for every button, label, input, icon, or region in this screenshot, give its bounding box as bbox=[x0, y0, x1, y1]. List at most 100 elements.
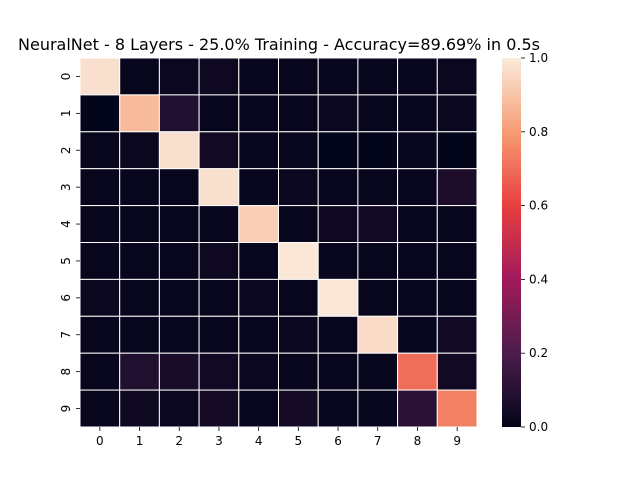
heatmap-cell-2-4 bbox=[238, 131, 280, 170]
heatmap-cell-2-1 bbox=[119, 131, 160, 170]
heatmap-cell-2-8 bbox=[397, 131, 438, 170]
heatmap-cell-3-4 bbox=[238, 168, 280, 207]
heatmap-cell-8-5 bbox=[278, 352, 319, 391]
heatmap-cell-2-5 bbox=[278, 131, 319, 170]
heatmap-cell-7-1 bbox=[119, 315, 160, 354]
heatmap-cell-8-8 bbox=[397, 352, 438, 391]
heatmap-cell-4-3 bbox=[198, 205, 240, 244]
heatmap-cell-7-4 bbox=[238, 315, 280, 354]
heatmap-cell-5-9 bbox=[436, 242, 478, 280]
heatmap-cell-6-2 bbox=[158, 278, 200, 317]
x-tick-label: 5 bbox=[295, 434, 303, 448]
x-axis: 0 1 2 3 4 5 6 7 8 9 bbox=[96, 427, 461, 448]
x-tick-label: 6 bbox=[334, 434, 342, 448]
heatmap-cell-4-2 bbox=[158, 205, 200, 244]
colorbar: 0.0 0.2 0.4 0.6 0.8 1.0 bbox=[502, 51, 548, 434]
y-tick-label: 5 bbox=[59, 257, 73, 265]
heatmap-cell-6-9 bbox=[436, 278, 478, 317]
heatmap-cell-7-3 bbox=[198, 315, 240, 354]
heatmap-cell-1-8 bbox=[397, 94, 438, 133]
x-tick-label: 9 bbox=[453, 434, 461, 448]
heatmap-cell-9-4 bbox=[238, 389, 280, 428]
heatmap-cell-6-8 bbox=[397, 278, 438, 317]
heatmap-cell-2-3 bbox=[198, 131, 240, 170]
heatmap-cell-3-6 bbox=[317, 168, 359, 207]
heatmap-cell-0-2 bbox=[158, 57, 200, 96]
heatmap-cell-0-6 bbox=[317, 57, 359, 96]
heatmap-cell-0-5 bbox=[278, 57, 319, 96]
heatmap-cell-3-1 bbox=[119, 168, 160, 207]
heatmap-cell-8-0 bbox=[79, 352, 121, 391]
heatmap-cell-3-0 bbox=[79, 168, 121, 207]
heatmap-cell-2-7 bbox=[357, 131, 399, 170]
colorbar-tick-label: 0.0 bbox=[529, 420, 548, 434]
heatmap-cell-5-4 bbox=[238, 242, 280, 280]
heatmap-cell-5-7 bbox=[357, 242, 399, 280]
heatmap-cell-4-8 bbox=[397, 205, 438, 244]
heatmap-cell-0-4 bbox=[238, 57, 280, 96]
heatmap-cell-5-8 bbox=[397, 242, 438, 280]
heatmap-cell-8-9 bbox=[436, 352, 478, 391]
y-tick-label: 9 bbox=[59, 405, 73, 413]
y-tick-label: 0 bbox=[59, 73, 73, 81]
colorbar-tick-label: 0.4 bbox=[529, 272, 548, 286]
heatmap-cell-7-6 bbox=[317, 315, 359, 354]
heatmap-cell-7-2 bbox=[158, 315, 200, 354]
heatmap-cell-3-2 bbox=[158, 168, 200, 207]
heatmap-cell-2-6 bbox=[317, 131, 359, 170]
heatmap-cell-8-7 bbox=[357, 352, 399, 391]
x-tick-label: 8 bbox=[414, 434, 422, 448]
y-tick-label: 3 bbox=[59, 183, 73, 191]
heatmap-cell-8-1 bbox=[119, 352, 160, 391]
heatmap-cell-8-4 bbox=[238, 352, 280, 391]
heatmap-cell-9-3 bbox=[198, 389, 240, 428]
heatmap-cell-7-7 bbox=[357, 315, 399, 354]
heatmap-cell-5-3 bbox=[198, 242, 240, 280]
heatmap-cell-0-9 bbox=[436, 57, 478, 96]
y-tick-label: 6 bbox=[59, 294, 73, 302]
y-tick-label: 8 bbox=[59, 368, 73, 376]
heatmap-cell-1-7 bbox=[357, 94, 399, 133]
heatmap-cell-7-0 bbox=[79, 315, 121, 354]
heatmap-cell-6-1 bbox=[119, 278, 160, 317]
heatmap-cell-1-5 bbox=[278, 94, 319, 133]
heatmap-cell-3-3 bbox=[198, 168, 240, 207]
colorbar-tick-label: 1.0 bbox=[529, 51, 548, 65]
heatmap-cell-0-8 bbox=[397, 57, 438, 96]
heatmap-cell-7-5 bbox=[278, 315, 319, 354]
heatmap-cell-2-9 bbox=[436, 131, 478, 170]
heatmap-cell-5-5 bbox=[278, 242, 319, 280]
y-axis: 0 1 2 3 4 5 6 7 8 9 bbox=[59, 73, 80, 413]
heatmap-cell-6-0 bbox=[79, 278, 121, 317]
heatmap-cell-3-8 bbox=[397, 168, 438, 207]
heatmap-cell-4-1 bbox=[119, 205, 160, 244]
heatmap-cell-1-3 bbox=[198, 94, 240, 133]
heatmap-cell-4-5 bbox=[278, 205, 319, 244]
heatmap-cell-9-6 bbox=[317, 389, 359, 428]
heatmap-cell-9-2 bbox=[158, 389, 200, 428]
heatmap-cell-7-9 bbox=[436, 315, 478, 354]
heatmap-cell-8-2 bbox=[158, 352, 200, 391]
x-tick-label: 2 bbox=[175, 434, 183, 448]
x-tick-label: 7 bbox=[374, 434, 382, 448]
heatmap-cell-1-9 bbox=[436, 94, 478, 133]
heatmap-cell-1-1 bbox=[119, 94, 160, 133]
heatmap-cell-1-4 bbox=[238, 94, 280, 133]
heatmap-cell-1-0 bbox=[79, 94, 121, 133]
heatmap-cell-5-1 bbox=[119, 242, 160, 280]
x-tick-label: 0 bbox=[96, 434, 104, 448]
heatmap-cell-0-1 bbox=[119, 57, 160, 96]
x-tick-label: 4 bbox=[255, 434, 263, 448]
heatmap-cell-4-0 bbox=[79, 205, 121, 244]
heatmap-cell-6-7 bbox=[357, 278, 399, 317]
heatmap-cell-7-8 bbox=[397, 315, 438, 354]
heatmap-cell-4-6 bbox=[317, 205, 359, 244]
x-tick-label: 1 bbox=[136, 434, 144, 448]
y-tick-label: 2 bbox=[59, 146, 73, 154]
heatmap-cell-4-9 bbox=[436, 205, 478, 244]
colorbar-tick-label: 0.6 bbox=[529, 199, 548, 213]
heatmap-cell-3-7 bbox=[357, 168, 399, 207]
y-tick-label: 4 bbox=[59, 220, 73, 228]
heatmap-cell-5-6 bbox=[317, 242, 359, 280]
